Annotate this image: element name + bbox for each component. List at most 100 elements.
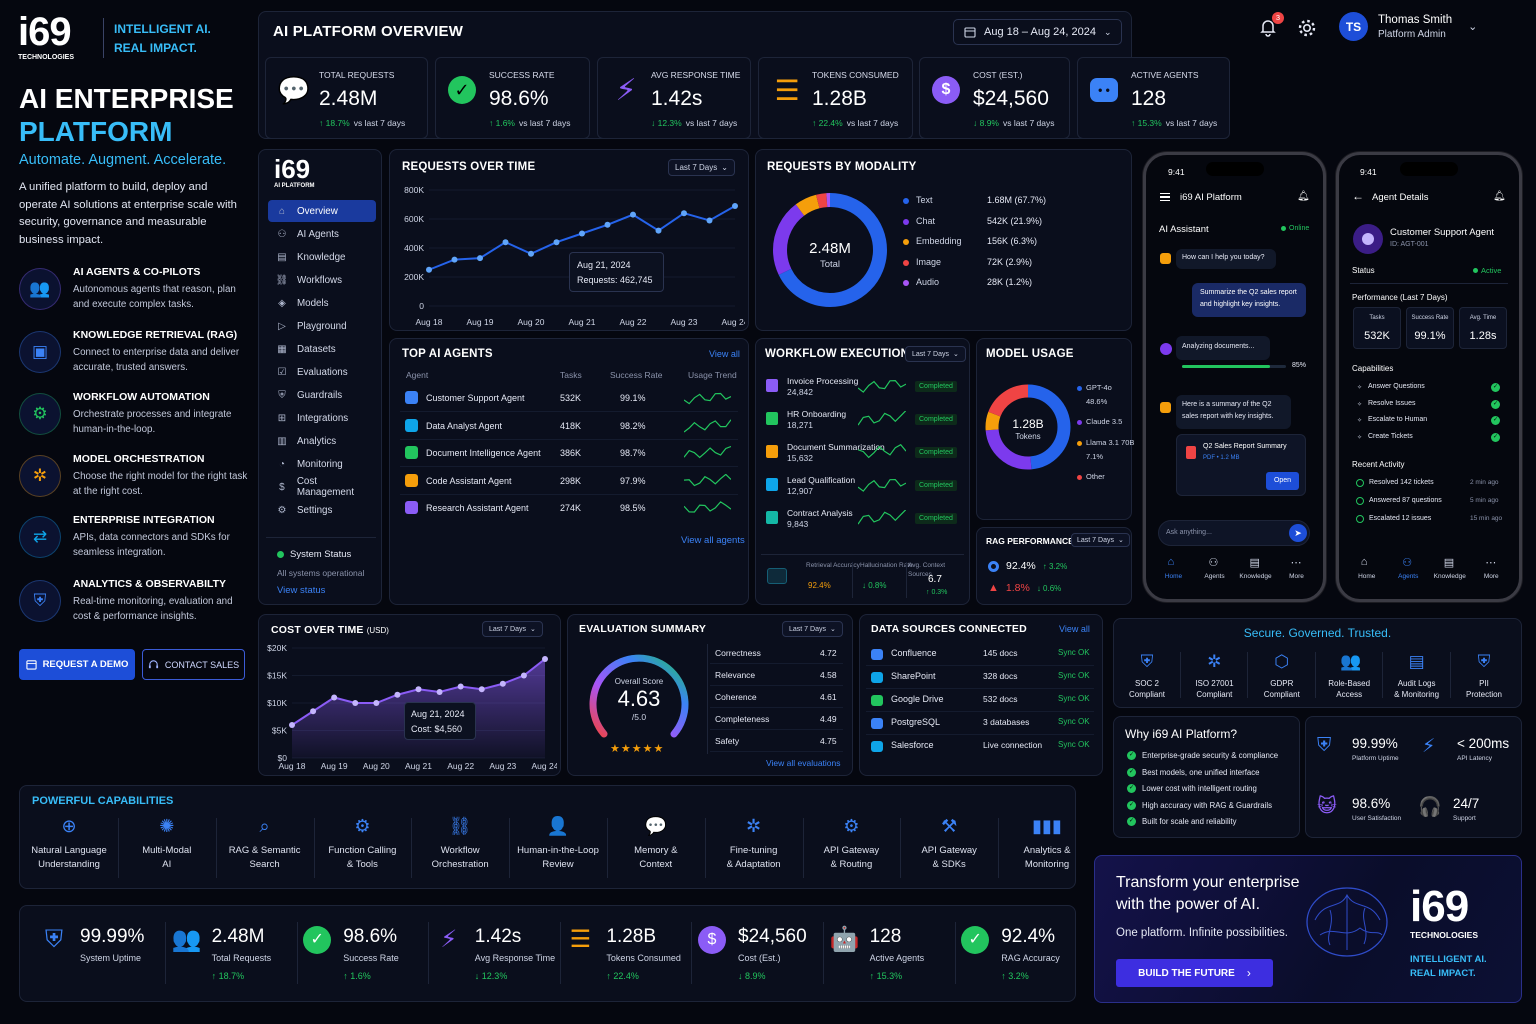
data-point[interactable]	[477, 255, 483, 262]
sidebar-item-playground[interactable]: ▷ Playground	[268, 315, 376, 337]
data-point[interactable]	[415, 686, 422, 693]
workflows-range-select[interactable]: Last 7 Days ⌄	[905, 346, 966, 362]
data-point[interactable]	[352, 700, 359, 706]
user-menu[interactable]: TS Thomas Smith Platform Admin ⌄	[1339, 12, 1477, 41]
agent-name[interactable]: Document Intelligence Agent	[426, 448, 541, 458]
powerful-capability-item[interactable]: ⚙ Function Calling & Tools	[314, 816, 410, 880]
nav-icon[interactable]: ⋯	[1290, 557, 1302, 569]
requests-range-select[interactable]: Last 7 Days ⌄	[668, 159, 735, 176]
data-point[interactable]	[553, 239, 560, 246]
data-point[interactable]	[426, 266, 432, 273]
chat-input[interactable]	[1158, 520, 1310, 546]
bottom-nav-label[interactable]: Knowledge	[1433, 573, 1466, 580]
powerful-capability-item[interactable]: ⛓ Workflow Orchestration	[412, 816, 508, 880]
datasource-name[interactable]: PostgreSQL	[891, 717, 941, 727]
workflow-name[interactable]: Contract Analysis	[787, 508, 853, 518]
workflow-name[interactable]: Lead Qualification	[787, 475, 856, 485]
agent-name[interactable]: Data Analyst Agent	[426, 420, 503, 431]
powerful-capability-item[interactable]: 💬 Memory & Context	[608, 816, 704, 880]
data-point[interactable]	[706, 217, 713, 224]
sidebar-item-settings[interactable]: ⚙ Settings	[268, 499, 376, 521]
data-point[interactable]	[655, 227, 662, 234]
data-point[interactable]	[502, 239, 509, 246]
donut-slice[interactable]	[773, 193, 887, 307]
sidebar-item-workflows[interactable]: ⛓ Workflows	[268, 269, 376, 291]
data-point[interactable]	[436, 689, 443, 695]
build-the-future-button[interactable]: BUILD THE FUTURE ›	[1116, 959, 1273, 987]
hamburger-icon[interactable]	[1160, 193, 1170, 201]
bell-icon[interactable]: 🔔︎	[1493, 191, 1506, 202]
sidebar-item-overview[interactable]: ⌂ Overview	[268, 200, 376, 222]
powerful-capability-item[interactable]: ⊕ Natural Language Understanding	[21, 816, 117, 880]
workflow-name[interactable]: HR Onboarding	[787, 409, 847, 419]
nav-icon[interactable]: ⌂	[1167, 556, 1175, 568]
datasources-view-all[interactable]: View all	[1059, 624, 1090, 634]
donut-slice[interactable]	[985, 384, 1071, 470]
data-point[interactable]	[499, 680, 506, 687]
sidebar-item-datasets[interactable]: ▦ Datasets	[268, 338, 376, 360]
data-point[interactable]	[732, 202, 738, 209]
datasource-name[interactable]: SharePoint	[891, 671, 936, 681]
data-point[interactable]	[478, 686, 485, 693]
data-point[interactable]	[451, 256, 458, 263]
top-agents-view-all[interactable]: View all	[709, 349, 740, 359]
datasource-name[interactable]: Confluence	[891, 648, 937, 658]
send-button[interactable]: ➤	[1289, 524, 1307, 542]
sidebar-item-analytics[interactable]: ▥ Analytics	[268, 430, 376, 452]
contact-sales-button[interactable]: CONTACT SALES	[142, 649, 245, 680]
powerful-capability-item[interactable]: ▮▮▮ Analytics & Monitoring	[999, 816, 1095, 880]
data-point[interactable]	[331, 694, 338, 701]
powerful-capability-item[interactable]: ⚙ API Gateway & Routing	[803, 816, 899, 880]
bottom-nav-label[interactable]: Agents	[1398, 573, 1419, 580]
bottom-nav-label[interactable]: Home	[1164, 573, 1183, 580]
settings-button[interactable]	[1296, 17, 1318, 42]
nav-icon[interactable]: ⌂	[1360, 556, 1368, 568]
donut-slice[interactable]	[985, 384, 1071, 470]
sidebar-item-monitoring[interactable]: ◔ Monitoring	[268, 453, 376, 475]
data-point[interactable]	[520, 672, 527, 679]
data-point[interactable]	[681, 210, 687, 217]
nav-icon[interactable]: ▤	[1249, 557, 1260, 569]
nav-icon[interactable]: ▤	[1443, 557, 1455, 569]
data-point[interactable]	[394, 691, 401, 698]
bottom-nav-label[interactable]: Home	[1358, 573, 1376, 580]
bell-icon[interactable]: 🔔︎	[1297, 191, 1310, 202]
data-point[interactable]	[579, 230, 585, 237]
nav-icon[interactable]: ⋯	[1485, 557, 1497, 569]
sidebar-item-integrations[interactable]: ⊞ Integrations	[268, 407, 376, 429]
cost-range-select[interactable]: Last 7 Days ⌄	[482, 621, 543, 637]
notifications-button[interactable]: 3	[1258, 12, 1284, 39]
bottom-nav-label[interactable]: More	[1289, 573, 1304, 580]
data-point[interactable]	[373, 700, 380, 706]
nav-icon[interactable]: ⚇	[1402, 557, 1413, 569]
agent-name[interactable]: Research Assistant Agent	[426, 503, 529, 513]
back-arrow-icon[interactable]: ←	[1352, 189, 1364, 203]
agent-name[interactable]: Customer Support Agent	[426, 393, 525, 403]
data-point[interactable]	[630, 211, 636, 218]
sidebar-item-models[interactable]: ◈ Models	[268, 292, 376, 314]
bottom-nav-label[interactable]: Agents	[1204, 573, 1225, 580]
date-range-picker[interactable]: Aug 18 – Aug 24, 2024 ⌄	[953, 19, 1122, 45]
datasource-name[interactable]: Google Drive	[891, 694, 944, 704]
powerful-capability-item[interactable]: ⚒ API Gateway & SDKs	[901, 816, 997, 880]
donut-slice[interactable]	[985, 384, 1071, 470]
powerful-capability-item[interactable]: 👤 Human-in-the-Loop Review	[510, 816, 606, 880]
view-all-evaluations-link[interactable]: View all evaluations	[766, 758, 841, 768]
data-point[interactable]	[528, 250, 534, 257]
view-all-agents-link[interactable]: View all agents	[681, 535, 745, 546]
agent-name[interactable]: Code Assistant Agent	[426, 475, 512, 486]
bottom-nav-label[interactable]: Knowledge	[1239, 573, 1272, 580]
datasource-name[interactable]: Salesforce	[891, 740, 934, 750]
data-point[interactable]	[289, 722, 295, 728]
workflow-name[interactable]: Invoice Processing	[787, 376, 859, 386]
sidebar-item-guardrails[interactable]: ⛨ Guardrails	[268, 384, 376, 406]
powerful-capability-item[interactable]: ⌕ RAG & Semantic Search	[217, 816, 313, 880]
data-point[interactable]	[310, 708, 317, 715]
donut-slice[interactable]	[773, 193, 887, 307]
workflow-name[interactable]: Document Summarization	[787, 442, 885, 452]
bottom-nav-label[interactable]: More	[1483, 573, 1499, 580]
data-point[interactable]	[542, 656, 548, 662]
sidebar-item-evaluations[interactable]: ☑ Evaluations	[268, 361, 376, 383]
sidebar-item-ai-agents[interactable]: ⚇ AI Agents	[268, 223, 376, 245]
view-status-link[interactable]: View status	[277, 585, 326, 596]
